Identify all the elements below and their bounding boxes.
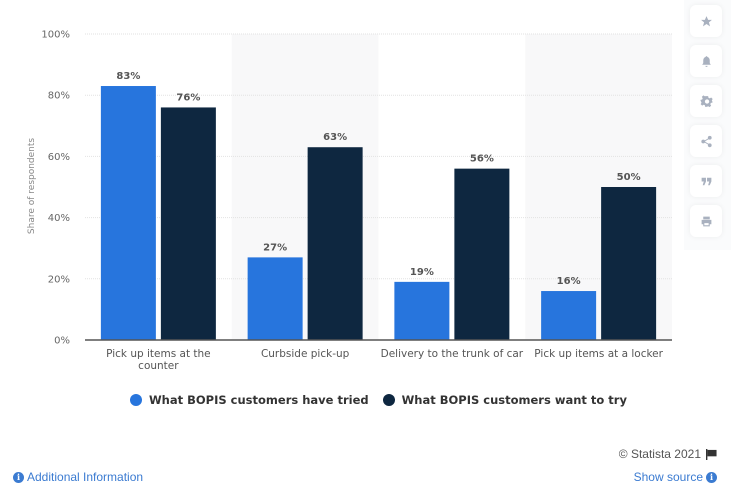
gear-icon [700, 94, 713, 107]
share-button[interactable] [690, 125, 722, 157]
bar-want-to-try[interactable] [454, 168, 510, 340]
data-label: 16% [557, 276, 581, 287]
show-source-link[interactable]: Show source i [634, 470, 717, 484]
y-tick-label: 100% [41, 30, 70, 41]
settings-button[interactable] [690, 85, 722, 117]
x-tick-label: Pick up items at the [106, 348, 211, 360]
legend: What BOPIS customers have tried What BOP… [130, 393, 641, 407]
cite-button[interactable] [690, 165, 722, 197]
notification-button[interactable] [690, 45, 722, 77]
additional-information-label: Additional Information [27, 470, 144, 484]
legend-label-want-to-try: What BOPIS customers want to try [401, 393, 627, 407]
legend-item-want-to-try[interactable]: What BOPIS customers want to try [382, 393, 627, 407]
show-source-label: Show source [633, 470, 703, 484]
data-label: 83% [116, 71, 140, 82]
data-label: 63% [323, 132, 347, 143]
print-icon [701, 216, 711, 226]
data-label: 50% [617, 172, 641, 183]
y-tick-label: 0% [54, 336, 70, 347]
bar-want-to-try[interactable] [307, 147, 363, 340]
x-tick-label: counter [138, 360, 179, 372]
x-tick-label: Pick up items at a locker [534, 348, 663, 360]
data-label: 76% [176, 92, 200, 103]
chart-toolbar [690, 5, 726, 245]
info-icon: i [13, 471, 24, 483]
legend-dot-tried [130, 394, 142, 406]
data-label: 56% [470, 154, 494, 165]
bar-tried[interactable] [541, 291, 597, 340]
data-labels: 83% 76% 27% 63% 19% 56% 16% 50% [116, 71, 640, 287]
print-button[interactable] [690, 205, 722, 237]
bar-want-to-try[interactable] [601, 187, 657, 340]
favorite-button[interactable] [690, 5, 722, 37]
quote-icon [701, 177, 711, 185]
y-tick-label: 60% [48, 152, 70, 163]
bell-icon [701, 55, 711, 67]
share-icon [700, 135, 712, 147]
y-tick-label: 80% [48, 91, 70, 102]
data-label: 27% [263, 242, 287, 253]
y-tick-label: 40% [48, 213, 70, 224]
star-icon [700, 15, 712, 26]
additional-information-link[interactable]: i Additional Information [13, 470, 143, 484]
copyright: © Statista 2021 [619, 447, 717, 461]
flag-icon[interactable] [706, 448, 717, 460]
info-icon: i [706, 471, 717, 483]
y-axis-ticks: 0% 20% 40% 60% 80% 100% [41, 30, 70, 347]
bar-tried[interactable] [100, 86, 156, 341]
x-tick-label: Delivery to the trunk of car [381, 348, 524, 360]
data-label: 19% [410, 267, 434, 278]
bar-tried[interactable] [394, 281, 450, 340]
copyright-text: © Statista 2021 [618, 447, 701, 461]
bar-want-to-try[interactable] [160, 107, 216, 340]
y-axis-title: Share of respondents [27, 138, 37, 235]
bars [100, 86, 657, 341]
legend-item-tried[interactable]: What BOPIS customers have tried [130, 393, 369, 407]
legend-label-tried: What BOPIS customers have tried [149, 393, 369, 407]
y-tick-label: 20% [48, 274, 70, 285]
legend-dot-want-to-try [382, 394, 395, 406]
x-tick-label: Curbside pick-up [261, 348, 350, 360]
bar-chart: 0% 20% 40% 60% 80% 100% 83% 76% 27% 63% 19% 56% 16%… [27, 30, 672, 372]
bar-tried[interactable] [247, 257, 303, 340]
